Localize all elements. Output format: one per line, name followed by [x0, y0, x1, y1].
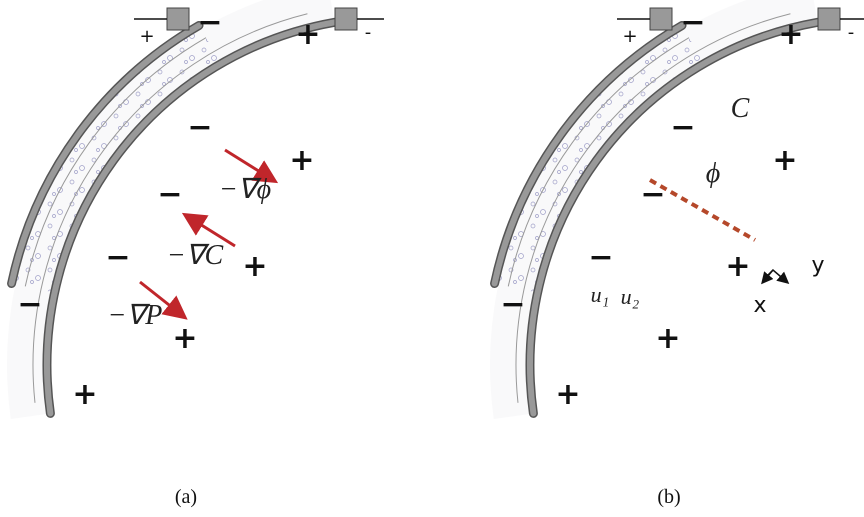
- caption: (b): [657, 486, 680, 508]
- label: −∇ϕ: [219, 174, 271, 205]
- charge-sign: −: [157, 177, 182, 212]
- gel: [490, 0, 817, 419]
- terminal-label: -: [365, 22, 372, 43]
- interface-line: [649, 178, 756, 242]
- charge-sign: −: [500, 287, 525, 322]
- charge-sign: +: [295, 17, 320, 52]
- terminal-label: -: [848, 22, 855, 43]
- axis-arrow: [761, 269, 774, 285]
- label: y: [811, 253, 824, 278]
- gradient-arrow: [224, 148, 279, 184]
- charge-sign: +: [725, 249, 750, 284]
- charge-sign: +: [72, 377, 97, 412]
- charge-sign: +: [289, 143, 314, 178]
- charge-sign: −: [105, 240, 130, 275]
- boundary-layer: [32, 13, 308, 403]
- charge-sign: −: [197, 5, 222, 40]
- gradient-arrow: [181, 212, 236, 248]
- electrode: [8, 22, 202, 287]
- label: ϕ: [706, 158, 721, 189]
- boundary-layer: [24, 37, 207, 287]
- charge-sign: −: [187, 110, 212, 145]
- terminal: [166, 7, 190, 31]
- charge-sign: −: [17, 287, 42, 322]
- terminal-label: +: [622, 26, 637, 47]
- charge-sign: −: [670, 110, 695, 145]
- boundary-layer: [507, 37, 690, 287]
- charge-sign: −: [588, 240, 613, 275]
- charge-sign: +: [555, 377, 580, 412]
- charge-sign: +: [772, 143, 797, 178]
- label: x: [753, 293, 766, 318]
- panel: + -−−−−−+++++−∇ϕ−∇C−∇P(a): [7, 0, 384, 508]
- charge-sign: +: [655, 321, 680, 356]
- label: −∇C: [167, 240, 224, 271]
- label: −∇P: [108, 300, 163, 331]
- panels: + -−−−−−+++++−∇ϕ−∇C−∇P(a)+ -−−−−−+++++Cϕu₁…: [7, 0, 864, 508]
- terminal: [649, 7, 673, 31]
- boundary-layer: [515, 13, 791, 403]
- electrode: [491, 22, 685, 287]
- charge-sign: +: [778, 17, 803, 52]
- label: u₁: [591, 282, 610, 307]
- terminal-label: +: [139, 26, 154, 47]
- terminal: [334, 7, 358, 31]
- electrode: [44, 19, 338, 417]
- terminal: [817, 7, 841, 31]
- electrode: [527, 19, 821, 417]
- gradient-arrow: [139, 280, 188, 320]
- charge-sign: +: [172, 321, 197, 356]
- label: u₂: [621, 284, 640, 309]
- charge-sign: −: [680, 5, 705, 40]
- charge-sign: +: [242, 249, 267, 284]
- label: C: [731, 93, 750, 124]
- caption: (a): [175, 486, 197, 508]
- gel: [7, 0, 334, 419]
- axis-arrow: [762, 268, 790, 284]
